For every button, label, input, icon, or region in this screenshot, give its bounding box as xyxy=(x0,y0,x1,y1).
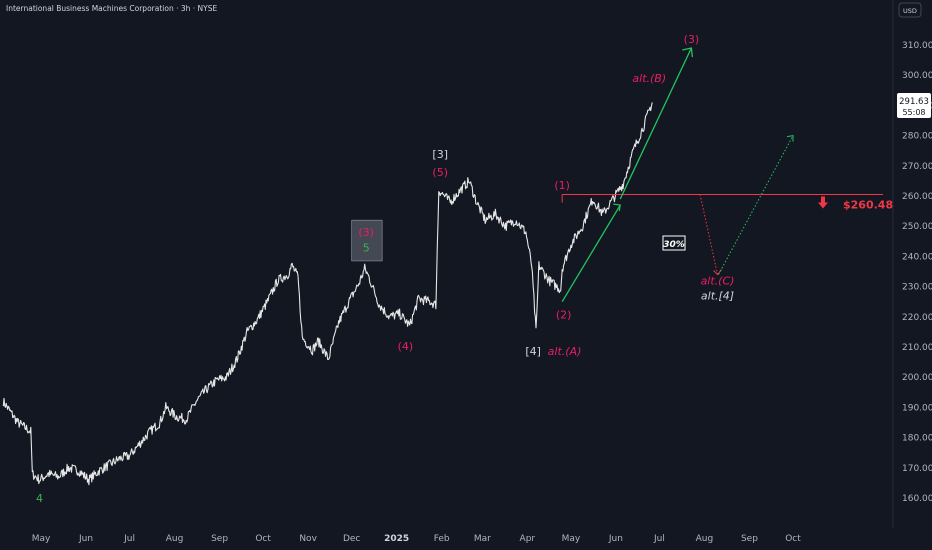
wave-highlight-box xyxy=(351,219,383,262)
x-tick-label: Jun xyxy=(78,534,93,544)
x-tick-label: Feb xyxy=(434,534,450,544)
level-label: $260.48 xyxy=(843,199,893,212)
probability-badge xyxy=(662,235,686,251)
y-tick-label: 210.00 xyxy=(902,343,932,353)
y-tick-label: 260.00 xyxy=(902,192,932,202)
wave-label: alt.(A) xyxy=(548,345,582,358)
down-arrow-icon xyxy=(818,196,828,209)
current-price-tag xyxy=(897,93,931,118)
y-tick-label: 170.00 xyxy=(902,464,932,474)
currency-label: USD xyxy=(903,7,917,15)
price-line xyxy=(2,102,653,486)
probability-label: 30% xyxy=(663,240,685,250)
y-tick-label: 280.00 xyxy=(902,132,932,142)
wave-label: (3) xyxy=(358,226,374,239)
x-tick-label: Apr xyxy=(520,534,536,544)
wave-label: (3) xyxy=(684,33,700,46)
x-tick-label: Oct xyxy=(255,534,271,544)
arrowhead-icon xyxy=(682,47,694,58)
x-tick-label: Aug xyxy=(166,534,184,544)
x-tick-label: Sep xyxy=(211,534,228,544)
wave-3-projection-arrow[interactable] xyxy=(619,47,692,200)
wave-label: (4) xyxy=(398,340,414,353)
y-tick-label: 220.00 xyxy=(902,313,932,323)
x-tick-label: Oct xyxy=(785,534,801,544)
bar-countdown: 55:08 xyxy=(902,108,925,117)
y-tick-label: 270.00 xyxy=(902,162,932,172)
x-tick-label: 2025 xyxy=(384,534,409,544)
wave-label: (2) xyxy=(556,309,572,322)
wave-label: [3] xyxy=(432,148,448,161)
x-tick-label: Nov xyxy=(299,534,317,544)
wave-label: 4 xyxy=(36,492,43,505)
wave-label: 5 xyxy=(363,241,370,254)
x-tick-label: May xyxy=(32,534,51,544)
x-tick-label: Dec xyxy=(343,534,360,544)
x-tick-label: Jul xyxy=(653,534,665,544)
x-tick-label: Sep xyxy=(741,534,758,544)
chart-title: International Business Machines Corporat… xyxy=(6,4,217,13)
wave-label: alt.(C) xyxy=(701,275,735,288)
alt-up-arrowhead-icon xyxy=(786,135,794,142)
x-tick-label: Jul xyxy=(123,534,135,544)
y-tick-label: 190.00 xyxy=(902,403,932,413)
y-tick-label: 240.00 xyxy=(902,252,932,262)
x-tick-label: Jun xyxy=(608,534,623,544)
x-axis-ticks: May Jun Jul Aug Sep Oct Nov Dec 2025 Feb Mar Apr May… xyxy=(32,534,802,544)
wave-labels: 4 (3) 5 (4) [3] (5) [4] alt.(A) (1) (2) alt.(B) (3)… xyxy=(36,33,734,505)
y-tick-label: 180.00 xyxy=(902,434,932,444)
x-tick-label: Aug xyxy=(696,534,714,544)
trend-line[interactable] xyxy=(561,204,621,303)
wave-label: alt.[4] xyxy=(701,290,734,303)
wave-label: alt.(B) xyxy=(632,72,666,85)
currency-badge[interactable] xyxy=(898,2,922,18)
y-tick-label: 200.00 xyxy=(902,373,932,383)
y-tick-label: 300.00 xyxy=(902,71,932,81)
x-tick-label: Mar xyxy=(474,534,491,544)
y-tick-label: 160.00 xyxy=(902,494,932,504)
x-tick-label: May xyxy=(562,534,581,544)
wave-label: (5) xyxy=(432,166,448,179)
current-price: 291.63 xyxy=(899,97,929,107)
bounce-arrow-icon xyxy=(613,203,621,212)
wave-label: (1) xyxy=(554,179,570,192)
wave-label: [4] xyxy=(525,345,541,358)
y-tick-label: 230.00 xyxy=(902,283,932,293)
price-series xyxy=(2,102,653,486)
y-tick-label: 310.00 xyxy=(902,41,932,51)
y-tick-label: 250.00 xyxy=(902,222,932,232)
